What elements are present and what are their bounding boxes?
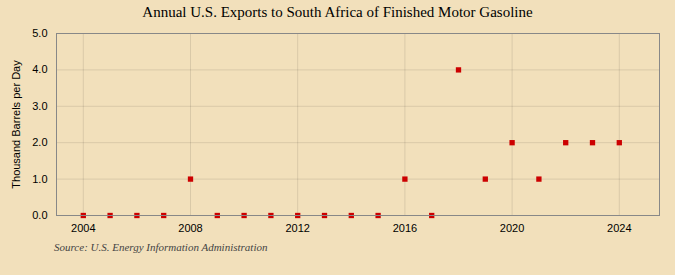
svg-text:2004: 2004 [71, 222, 95, 234]
html-text:Source: U.S. Energy Informatio: Source: U.S. Energy Information Administ… [54, 241, 268, 253]
svg-text:2016: 2016 [393, 222, 417, 234]
svg-text:1.0: 1.0 [32, 173, 47, 185]
svg-text:2020: 2020 [500, 222, 524, 234]
svg-text:5.0: 5.0 [32, 27, 47, 39]
svg-text:2008: 2008 [178, 222, 202, 234]
svg-text:4.0: 4.0 [32, 63, 47, 75]
svg-text:2.0: 2.0 [32, 136, 47, 148]
svg-text:Thousand Barrels per Day: Thousand Barrels per Day [10, 60, 22, 189]
html-text:Annual U.S. Exports to South A: Annual U.S. Exports to South Africa of F… [142, 4, 533, 20]
svg-text:2024: 2024 [607, 222, 631, 234]
svg-text:3.0: 3.0 [32, 100, 47, 112]
svg-text:2012: 2012 [285, 222, 309, 234]
svg-text:0.0: 0.0 [32, 209, 47, 221]
